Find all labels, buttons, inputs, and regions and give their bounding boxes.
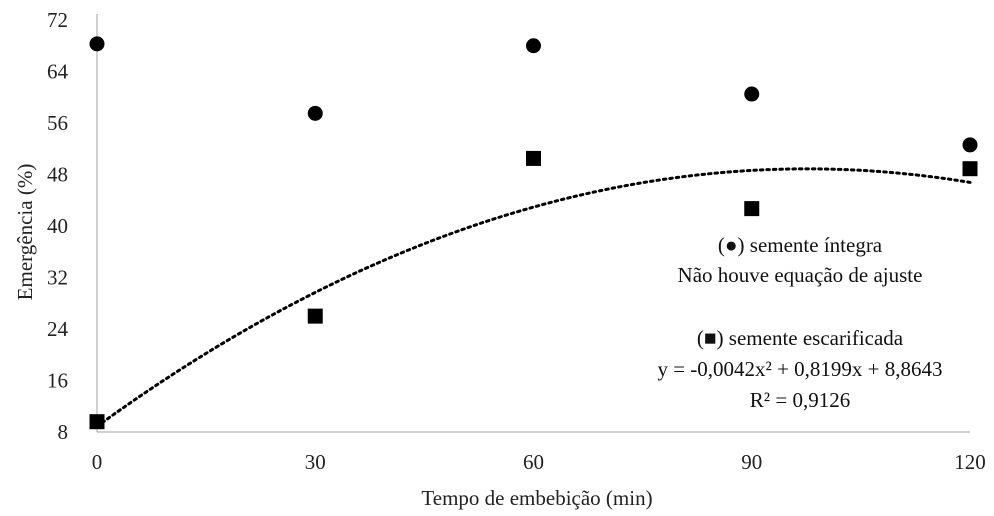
axes [96,14,970,433]
point-semente-escarificada [89,414,105,430]
point-semente-escarificada [962,161,978,177]
y-tick-label: 16 [47,369,68,393]
y-tick-label: 32 [47,266,68,290]
point-semente-integra [744,86,760,102]
point-semente-integra [526,38,541,54]
x-tick-labels: 0 30 60 90 120 [92,450,986,474]
point-semente-integra [962,137,978,153]
point-semente-integra [307,105,323,121]
square-series-label: (■) semente escarificada [697,326,904,350]
circle-marker-icon: ● [725,233,738,257]
y-axis-title: Emergência (%) [13,164,37,301]
regression-equation: y = -0,0042x² + 0,8199x + 8,8643 [657,357,942,381]
point-semente-integra [89,36,105,52]
y-tick-label: 64 [47,60,69,84]
y-tick-label: 8 [58,420,69,444]
square-label-open-paren: ( [697,326,704,350]
x-tick-label: 0 [92,450,103,474]
y-tick-labels: 8 16 24 32 40 48 56 64 72 [47,8,69,444]
annotations: (●) semente íntegra Não houve equação de… [657,233,942,412]
r-squared: R² = 0,9126 [750,388,850,412]
point-semente-escarificada [526,150,541,166]
x-tick-label: 90 [741,450,762,474]
data-points [89,36,978,430]
point-semente-escarificada [744,201,760,217]
x-tick-label: 120 [954,450,986,474]
y-tick-label: 72 [47,8,68,32]
y-tick-label: 40 [47,214,68,238]
x-tick-label: 30 [305,450,326,474]
square-label-text: ) semente escarificada [717,326,904,350]
circle-series-note: Não houve equação de ajuste [678,263,923,287]
y-tick-label: 48 [47,163,68,187]
circle-series-label: (●) semente íntegra [718,233,883,257]
point-semente-escarificada [307,308,323,324]
y-tick-label: 56 [47,111,68,135]
trendline-escarificada [95,167,972,428]
x-axis-title: Tempo de embebição (min) [421,486,652,510]
circle-label-open-paren: ( [718,233,725,257]
y-tick-label: 24 [47,317,69,341]
circle-label-text: ) semente íntegra [738,233,883,257]
x-tick-label: 60 [523,450,544,474]
square-marker-icon: ■ [704,326,717,350]
